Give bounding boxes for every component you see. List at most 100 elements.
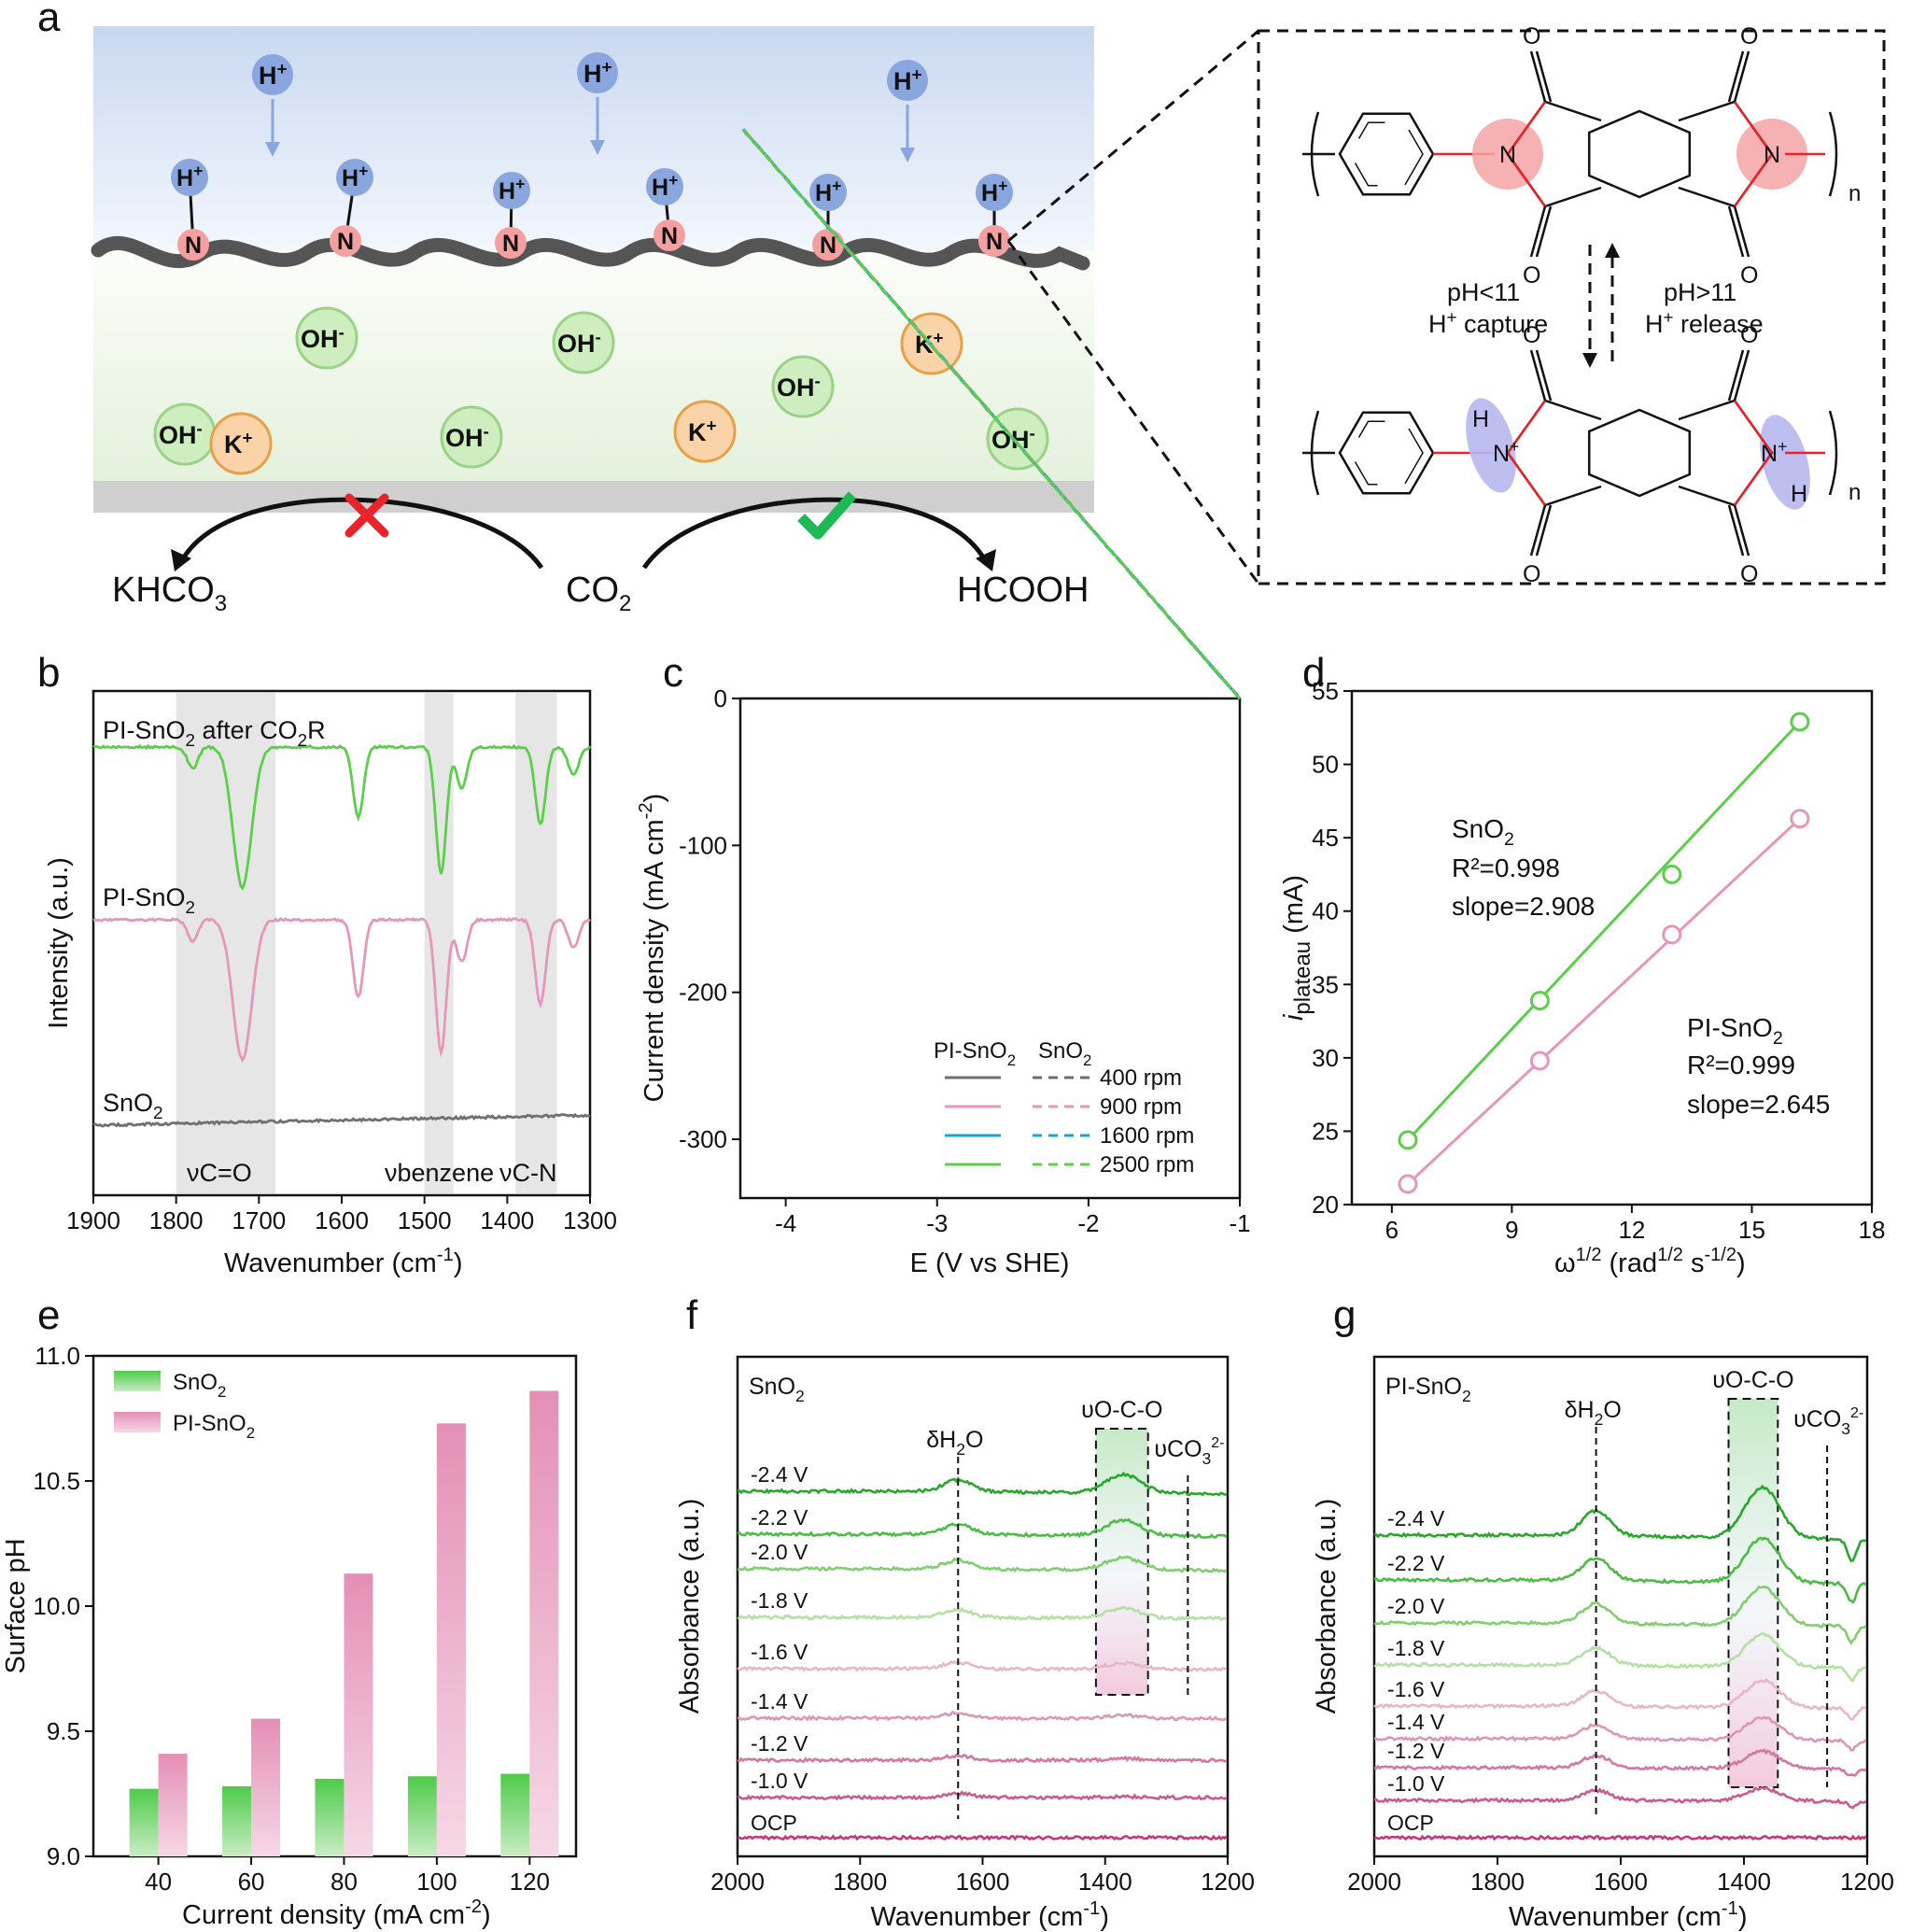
annotation: νC-N — [499, 1159, 557, 1187]
central-ring — [1587, 408, 1692, 498]
y-tick-label: 9.0 — [47, 1842, 80, 1870]
panel-label-d: d — [1302, 650, 1325, 696]
potential-label: -2.2 V — [1387, 1551, 1445, 1575]
legend-header: PI-SnO2 — [934, 1038, 1016, 1069]
panel-g: g 2000 1800 1600 1400 1200 -2.4 V -2.2 V -2.0 V… — [1312, 1292, 1894, 1932]
oxygen-label: O — [1740, 561, 1758, 587]
y-tick-label: 9.5 — [47, 1717, 80, 1745]
potassium-ion — [209, 412, 273, 475]
bound-proton — [646, 168, 683, 205]
y-tick-label: 50 — [1312, 751, 1339, 779]
x-tick-label: 1200 — [1201, 1868, 1255, 1896]
zoom-line-bottom — [1006, 240, 1260, 585]
bar — [407, 1776, 437, 1856]
fit-line — [1406, 817, 1801, 1186]
potential-label: -1.8 V — [1387, 1636, 1445, 1660]
panel-a: a H+ H+ H+ N H+ N H+ N H+ N H+ N H+ N H+ OH- OH- OH- OH-… — [37, 0, 1886, 616]
panel-title: PI-SnO2 — [1385, 1374, 1471, 1405]
benzene-inner — [1349, 121, 1424, 187]
x-tick-label: 2000 — [710, 1868, 765, 1896]
carbonyl — [1535, 504, 1553, 557]
shaded-band — [515, 693, 557, 1193]
y-tick-label: -200 — [679, 979, 727, 1007]
potential-label: -1.0 V — [751, 1769, 808, 1793]
potassium-label: K+ — [688, 416, 717, 446]
data-point — [1790, 712, 1810, 732]
potential-label: -1.2 V — [1387, 1739, 1445, 1763]
carbonyl — [1733, 349, 1750, 402]
imide-ring — [1678, 399, 1774, 507]
carbonyl — [1733, 50, 1750, 103]
product-khco3: KHCO3 — [112, 571, 227, 616]
spectrum-line — [737, 1710, 1228, 1722]
x-tick-label: -2 — [1077, 1209, 1099, 1237]
potential-label: -2.0 V — [1387, 1594, 1445, 1618]
x-tick-label: 80 — [330, 1868, 358, 1896]
x-tick-label: 2000 — [1347, 1868, 1401, 1896]
cross-icon — [344, 493, 389, 538]
eq-arrowhead — [1605, 243, 1620, 258]
oxygen-label: O — [1523, 23, 1540, 49]
arrow-to-khco3 — [179, 497, 544, 570]
panel-c: c -4 -3 -2 -1 0 -100 -200 -300 PI-SnO2 SnO2 400 rp… — [636, 128, 1251, 1278]
product-hcooh: HCOOH — [957, 571, 1089, 610]
h-capture-label: H+ capture — [1428, 308, 1548, 338]
x-tick-label: 1400 — [480, 1206, 534, 1234]
bracket-right — [1828, 111, 1838, 197]
spectrum-line — [737, 1753, 1228, 1764]
zoom-line-top — [1007, 29, 1259, 243]
spectrum-line — [737, 1606, 1228, 1622]
panel-label-e: e — [37, 1292, 60, 1338]
spectrum-line — [1373, 1632, 1867, 1683]
x-tick-label: 1600 — [956, 1868, 1010, 1896]
bar — [129, 1788, 159, 1856]
panel-d: d 6 9 12 15 18 20 25 30 35 40 45 50 55 SnO2 R²=0.998 sl… — [1279, 650, 1885, 1278]
benzene-ring — [1338, 112, 1435, 196]
data-point — [1398, 1174, 1418, 1194]
nitrogen-label: N — [820, 233, 836, 259]
potential-label: -1.8 V — [751, 1588, 808, 1613]
arrow-to-hcooh — [641, 497, 988, 570]
x-axis-label: E (V vs SHE) — [910, 1248, 1070, 1278]
n-bond — [1733, 452, 1774, 506]
proton-label: H+ — [259, 60, 288, 90]
bound-proton-label: H+ — [981, 176, 1007, 206]
polymer-chain — [91, 236, 1090, 271]
x-tick-label: 1800 — [833, 1868, 887, 1896]
oxygen-label: O — [1523, 561, 1540, 587]
ph-low-label: pH<11 — [1447, 278, 1520, 306]
proton-label: H+ — [893, 65, 922, 95]
n-bond — [1733, 400, 1774, 454]
spectrum-line — [1373, 1536, 1867, 1604]
ph-high-label: pH>11 — [1664, 278, 1736, 306]
y-axis-label: Absorbance (a.u.) — [1312, 1499, 1342, 1714]
legend-label: 1600 rpm — [1100, 1123, 1194, 1149]
x-axis-label: Wavenumber (cm-1) — [871, 1898, 1109, 1932]
potential-label: -1.0 V — [1387, 1771, 1445, 1796]
proton-ion — [252, 54, 293, 95]
bound-proton — [976, 174, 1013, 211]
annotation: νbenzene — [385, 1159, 494, 1187]
carbonyl — [1535, 205, 1553, 258]
potassium-label: K+ — [915, 329, 944, 359]
potassium-ion — [673, 400, 737, 463]
carbonyl — [1535, 349, 1553, 402]
repeat-n: n — [1849, 181, 1861, 206]
series-label: PI-SnO2 after CO2R — [103, 716, 326, 751]
eq-arrowhead — [1582, 353, 1597, 368]
peak-label-water: δH2O — [926, 1427, 983, 1459]
potential-label: -2.4 V — [751, 1462, 808, 1487]
x-tick-label: 1800 — [149, 1206, 204, 1234]
spectrum-line — [92, 916, 591, 1063]
peak-label-carbonate: υCO32- — [1154, 1435, 1224, 1468]
panel-label-c: c — [663, 650, 683, 696]
bound-proton — [171, 159, 208, 196]
carbonyl — [1529, 504, 1547, 557]
bar — [500, 1773, 530, 1856]
hydroxide-ion — [295, 306, 358, 370]
y-tick-label: -300 — [679, 1125, 727, 1153]
legend-swatch — [114, 1412, 161, 1432]
hydroxide-label: OH- — [445, 422, 489, 452]
